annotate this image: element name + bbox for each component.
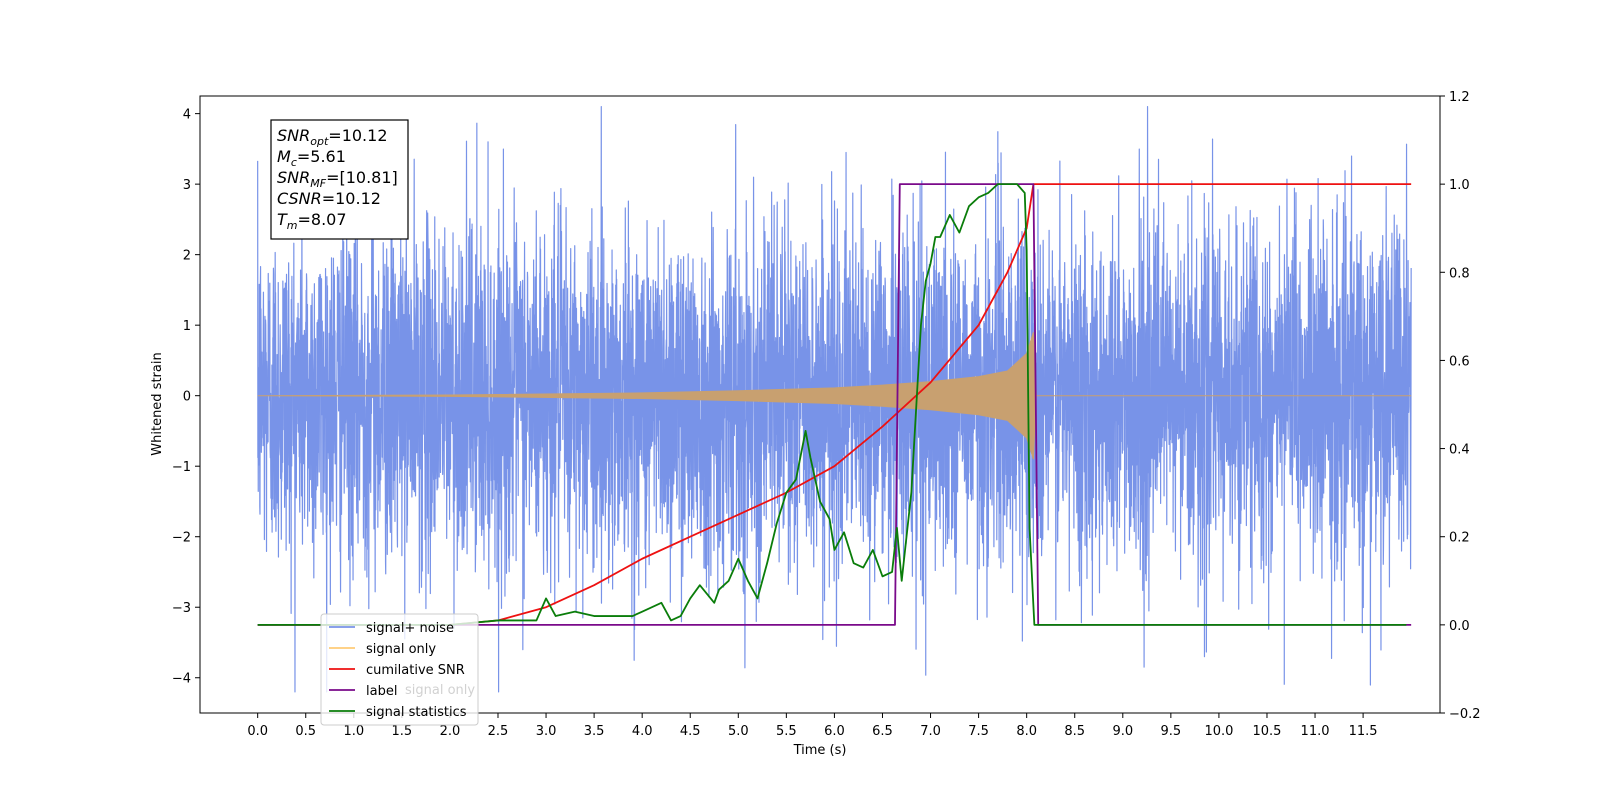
info-line: SNRopt=10.12 [277, 126, 388, 148]
y-left-tick-label: 4 [183, 108, 191, 123]
x-tick-label: 2.0 [440, 724, 461, 739]
info-line: Tm=8.07 [277, 210, 347, 232]
legend-label: signal+ noise [366, 621, 454, 636]
x-tick-label: 11.0 [1301, 724, 1330, 739]
legend: signal+ noise signal only cumilative SNR la… [320, 613, 479, 726]
info-line: Mc=5.61 [277, 147, 346, 169]
x-tick-label: 4.5 [680, 724, 701, 739]
x-tick-label: 7.0 [920, 724, 941, 739]
y-axis-label: Whitened strain [150, 352, 165, 455]
y-left-tick-label: −3 [172, 601, 191, 616]
x-tick-label: 0.5 [295, 724, 316, 739]
info-line: SNRMF=[10.81] [277, 168, 398, 190]
series-signal-only [257, 332, 1412, 460]
y-right-tick-label: 0.4 [1449, 443, 1470, 458]
legend-label: signal statistics [366, 705, 467, 720]
y-left-tick-label: 0 [183, 390, 191, 405]
x-tick-label: 3.0 [536, 724, 557, 739]
y-right-tick-label: 1.2 [1449, 90, 1470, 105]
y-right-tick-label: 0.6 [1449, 354, 1470, 369]
y-left-tick-label: 2 [183, 249, 191, 264]
legend-label: label [366, 684, 397, 699]
y-left-tick-label: 1 [183, 319, 191, 334]
x-tick-label: 8.5 [1064, 724, 1085, 739]
x-tick-label: 1.5 [392, 724, 413, 739]
axes-frame [199, 95, 1441, 714]
y-left-tick-label: −2 [172, 531, 191, 546]
y-left-tick-label: 3 [183, 178, 191, 193]
x-tick-label: 3.5 [584, 724, 605, 739]
x-tick-label: 0.0 [247, 724, 268, 739]
x-tick-label: 10.5 [1253, 724, 1282, 739]
info-line: CSNR=10.12 [277, 189, 381, 208]
y-right-tick-label: 0.2 [1449, 531, 1470, 546]
x-tick-label: 9.5 [1161, 724, 1182, 739]
x-tick-label: 6.5 [872, 724, 893, 739]
info-box-frame [270, 119, 409, 240]
y-axis-left: 4 3 2 1 0 −1 −2 −3 −4 [172, 108, 200, 687]
info-box: SNRopt=10.12Mc=5.61SNRMF=[10.81]CSNR=10.… [270, 119, 409, 240]
x-tick-label: 2.5 [488, 724, 509, 739]
x-axis: 0.0 0.5 1.0 1.5 2.0 2.5 3.0 3.5 4.0 4.5 5.0 5.5 6.0 6… [247, 713, 1378, 739]
x-tick-label: 10.0 [1204, 724, 1233, 739]
legend-label: signal only [366, 642, 436, 657]
series-signal-noise [257, 105, 1412, 693]
x-tick-label: 4.0 [632, 724, 653, 739]
x-tick-label: 9.0 [1112, 724, 1133, 739]
y-left-tick-label: −1 [172, 460, 191, 475]
x-tick-label: 5.5 [776, 724, 797, 739]
series-signal-statistics [257, 183, 1407, 626]
plot-area [257, 105, 1412, 693]
x-tick-label: 7.5 [968, 724, 989, 739]
series-group [257, 105, 1412, 693]
y-right-tick-label: 0.8 [1449, 266, 1470, 281]
y-right-tick-label: 0.0 [1449, 619, 1470, 634]
x-tick-label: 6.0 [824, 724, 845, 739]
x-tick-label: 8.0 [1016, 724, 1037, 739]
legend-frame [320, 613, 479, 726]
x-tick-label: 1.0 [343, 724, 364, 739]
legend-label: cumilative SNR [366, 663, 465, 678]
y-left-tick-label: −4 [172, 672, 191, 687]
y-right-tick-label: −0.2 [1449, 707, 1481, 722]
legend-ghost-text: signal only [405, 683, 475, 698]
x-tick-label: 11.5 [1349, 724, 1378, 739]
x-axis-label: Time (s) [793, 743, 847, 758]
y-right-tick-label: 1.0 [1449, 178, 1470, 193]
x-tick-label: 5.0 [728, 724, 749, 739]
y-axis-right: 1.2 1.0 0.8 0.6 0.4 0.2 0.0 −0.2 [1440, 90, 1481, 722]
